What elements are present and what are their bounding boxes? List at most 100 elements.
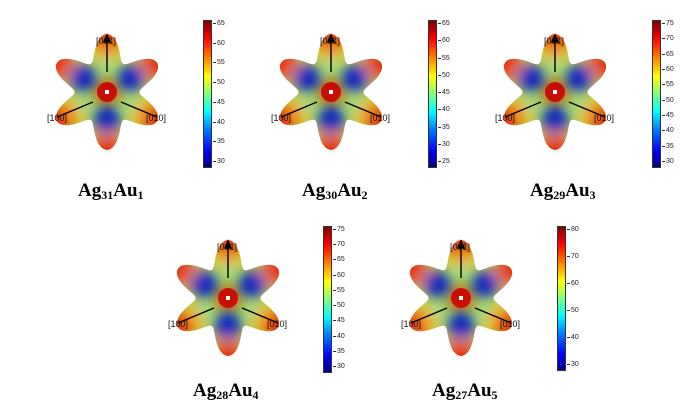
tip-hotspot: [315, 132, 347, 150]
tip-hotspot: [539, 132, 571, 150]
label-100: [100]: [47, 113, 68, 123]
colorbar-tick-label: 45: [333, 317, 345, 325]
tip-gradient: [580, 103, 599, 121]
colorbar-tick-label: 40: [438, 106, 450, 114]
colorbar: [652, 20, 661, 168]
colorbar-tick-label: 35: [438, 123, 450, 131]
tip-gradient: [253, 309, 272, 327]
tip-gradient: [63, 103, 82, 121]
colorbar-tick-label: 65: [213, 20, 225, 27]
colorbar-tick-label: 55: [438, 54, 450, 62]
colorbar-tick-label: 70: [662, 35, 674, 43]
lobe-core: [571, 71, 586, 86]
colorbar-tick-label: 45: [662, 112, 674, 119]
colorbar-tick-label: 50: [333, 302, 345, 310]
lobe-core: [477, 277, 492, 292]
label-010: [010]: [370, 113, 391, 123]
colorbar-tick-label: 35: [213, 138, 225, 146]
colorbar-tick-label: 40: [662, 127, 674, 135]
label-001: [001]: [320, 36, 341, 46]
tip-gradient: [184, 309, 203, 327]
colorbar-tick-label: 75: [333, 226, 345, 233]
label-001: [001]: [217, 242, 238, 252]
colorbar-tick-label: 25: [438, 158, 450, 165]
label-010: [010]: [267, 319, 288, 329]
lobe-core: [221, 318, 235, 332]
axis-010-arrow: [344, 101, 382, 118]
colorbar-tick-label: 65: [438, 20, 450, 27]
label-100: [100]: [271, 113, 292, 123]
lobe-core: [197, 277, 212, 292]
colorbar: [428, 20, 437, 168]
colorbar-tick-label: 45: [213, 98, 225, 106]
colorbar-tick-label: 40: [213, 118, 225, 126]
tip-hotspot: [91, 132, 123, 150]
colorbar-tick-label: 50: [438, 71, 450, 79]
axis-010-arrow: [120, 101, 158, 118]
colorbar-tick-label: 30: [213, 158, 225, 165]
label-010: [010]: [594, 113, 615, 123]
colorbar-tick-label: 50: [567, 307, 579, 314]
cluster-formula: Ag31Au1: [78, 180, 144, 202]
label-100: [100]: [495, 113, 516, 123]
cluster-formula: Ag28Au4: [193, 380, 259, 402]
colorbar-tick-label: 55: [213, 59, 225, 67]
axis-100-arrow: [410, 307, 448, 324]
label-001: [001]: [450, 242, 471, 252]
tip-hotspot: [445, 338, 477, 356]
colorbar-tick-label: 30: [438, 140, 450, 148]
colorbar-tick-label: 55: [662, 81, 674, 89]
origin-marker: [329, 90, 333, 94]
tip-hotspot: [212, 338, 244, 356]
colorbar: [203, 20, 212, 168]
origin-marker: [226, 296, 230, 300]
lobe-core: [300, 71, 315, 86]
lobe-core: [324, 112, 338, 126]
colorbar-tick-label: 65: [662, 50, 674, 58]
lobe-core: [123, 71, 138, 86]
axis-100-arrow: [56, 101, 94, 118]
label-010: [010]: [500, 319, 521, 329]
colorbar-tick-label: 30: [333, 363, 345, 370]
axis-100-arrow: [177, 307, 215, 324]
axis-001-head: [223, 239, 233, 249]
colorbar-tick-label: 40: [333, 332, 345, 340]
axis-100-arrow: [280, 101, 318, 118]
cluster-formula: Ag29Au3: [530, 180, 596, 202]
label-010: [010]: [146, 113, 167, 123]
tip-gradient: [511, 103, 530, 121]
origin-marker: [459, 296, 463, 300]
colorbar-tick-label: 50: [662, 96, 674, 104]
lobe-core: [347, 71, 362, 86]
colorbar-tick-label: 60: [333, 271, 345, 279]
label-100: [100]: [401, 319, 422, 329]
colorbar-tick-label: 60: [662, 66, 674, 73]
colorbar-tick-label: 70: [567, 253, 579, 260]
colorbar-tick-label: 55: [333, 286, 345, 294]
lobe-core: [244, 277, 259, 292]
axis-010-arrow: [241, 307, 279, 324]
tip-gradient: [417, 309, 436, 327]
tip-gradient: [132, 103, 151, 121]
colorbar-tick-label: 80: [567, 226, 579, 233]
tip-gradient: [287, 103, 306, 121]
colorbar-tick-label: 30: [662, 158, 674, 165]
cluster-formula: Ag27Au5: [432, 380, 498, 402]
colorbar-tick-label: 40: [567, 334, 579, 341]
origin-marker: [105, 90, 109, 94]
tip-gradient: [486, 309, 505, 327]
axis-001-head: [102, 33, 112, 43]
origin-marker: [553, 90, 557, 94]
colorbar-tick-label: 45: [438, 89, 450, 96]
colorbar-tick-label: 35: [333, 347, 345, 355]
axis-010-arrow: [474, 307, 512, 324]
lobe-core: [100, 112, 114, 126]
label-001: [001]: [96, 36, 117, 46]
colorbar-tick-label: 60: [438, 37, 450, 45]
lobe-core: [76, 71, 91, 86]
label-001: [001]: [544, 36, 565, 46]
colorbar-tick-label: 30: [567, 361, 579, 368]
colorbar-tick-label: 60: [213, 39, 225, 47]
